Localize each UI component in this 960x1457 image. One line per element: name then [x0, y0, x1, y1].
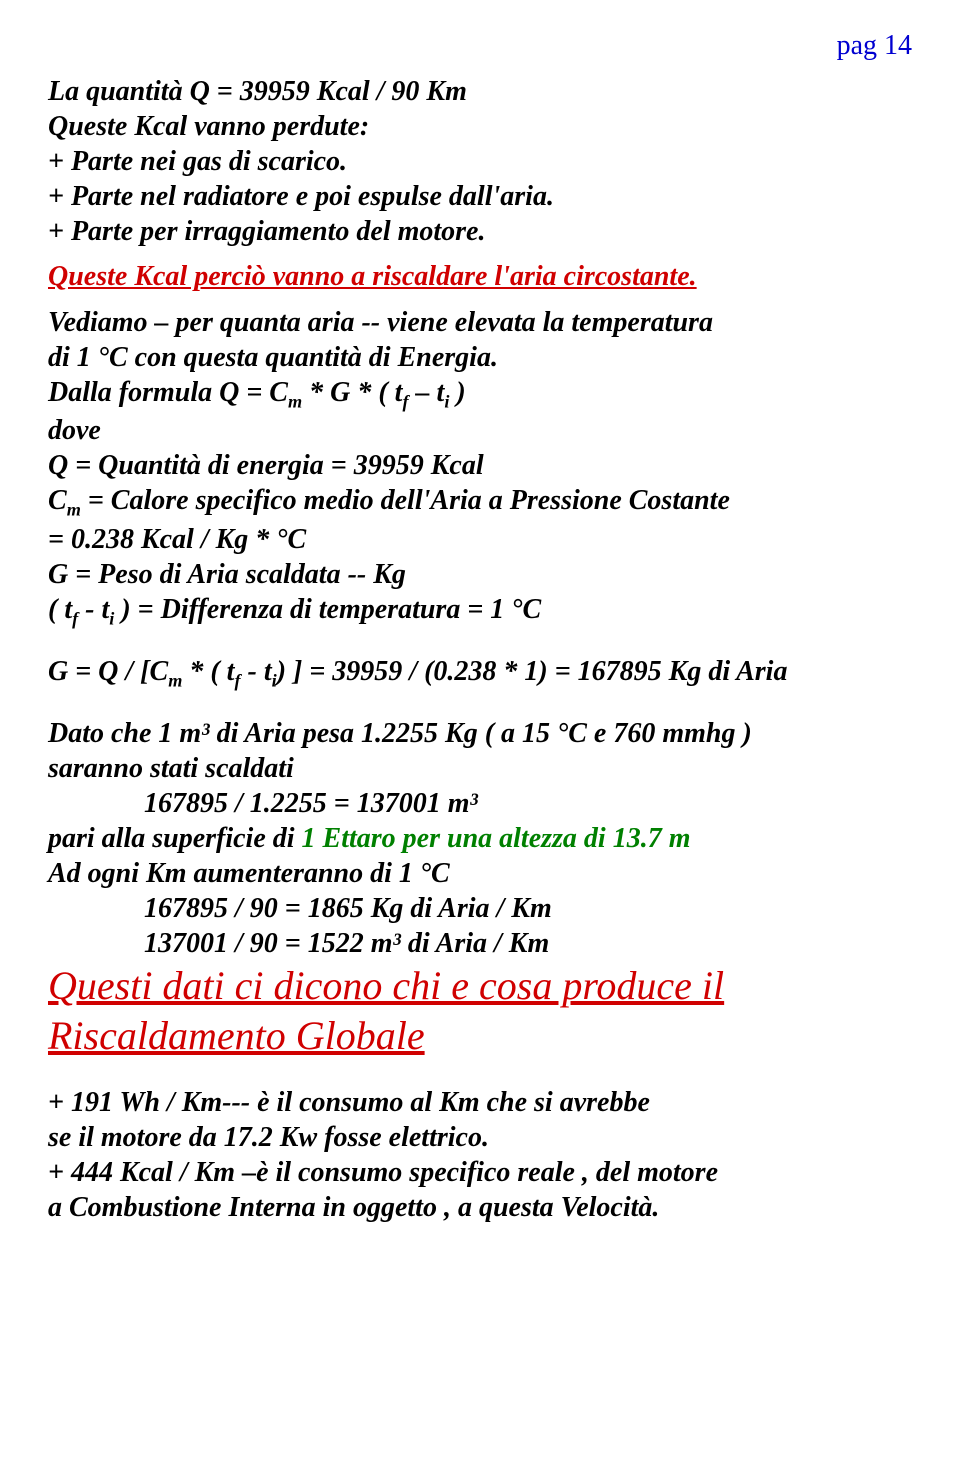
document-page: pag 14 La quantità Q = 39959 Kcal / 90 K… — [0, 0, 960, 1265]
line: dove — [48, 413, 912, 448]
line: 167895 / 90 = 1865 Kg di Aria / Km — [48, 891, 912, 926]
big-red-line: Questi dati ci dicono chi e cosa produce… — [48, 961, 912, 1011]
formula-line: Dalla formula Q = Cm * G * ( tf – ti ) — [48, 375, 912, 413]
line: + Parte nei gas di scarico. — [48, 144, 912, 179]
body-block-1: La quantità Q = 39959 Kcal / 90 Km Quest… — [48, 74, 912, 249]
line: Queste Kcal vanno perdute: — [48, 109, 912, 144]
line: + 191 Wh / Km--- è il consumo al Km che … — [48, 1085, 912, 1120]
formula-result: G = Q / [Cm * ( tf - ti) ] = 39959 / (0.… — [48, 654, 912, 692]
line: saranno stati scaldati — [48, 751, 912, 786]
big-red-line: Riscaldamento Globale — [48, 1011, 912, 1061]
formula-line: Cm = Calore specifico medio dell'Aria a … — [48, 483, 912, 521]
line: + Parte nel radiatore e poi espulse dall… — [48, 179, 912, 214]
line: se il motore da 17.2 Kw fosse elettrico. — [48, 1120, 912, 1155]
big-highlight-block: Questi dati ci dicono chi e cosa produce… — [48, 961, 912, 1061]
line: + Parte per irraggiamento del motore. — [48, 214, 912, 249]
body-block-3: Dato che 1 m³ di Aria pesa 1.2255 Kg ( a… — [48, 716, 912, 961]
highlight-line: Queste Kcal perciò vanno a riscaldare l'… — [48, 261, 912, 293]
body-block-4: + 191 Wh / Km--- è il consumo al Km che … — [48, 1085, 912, 1225]
line: + 444 Kcal / Km –è il consumo specifico … — [48, 1155, 912, 1190]
line: Vediamo – per quanta aria -- viene eleva… — [48, 305, 912, 340]
line: 167895 / 1.2255 = 137001 m³ — [48, 786, 912, 821]
line: La quantità Q = 39959 Kcal / 90 Km — [48, 74, 912, 109]
line: = 0.238 Kcal / Kg * °C — [48, 522, 912, 557]
green-text: 1 Ettaro per una altezza di 13.7 m — [302, 823, 691, 854]
line: G = Peso di Aria scaldata -- Kg — [48, 557, 912, 592]
line: di 1 °C con questa quantità di Energia. — [48, 340, 912, 375]
line-mixed: pari alla superficie di 1 Ettaro per una… — [48, 821, 912, 856]
line: a Combustione Interna in oggetto , a que… — [48, 1190, 912, 1225]
line: Dato che 1 m³ di Aria pesa 1.2255 Kg ( a… — [48, 716, 912, 751]
formula-line: G = Q / [Cm * ( tf - ti) ] = 39959 / (0.… — [48, 654, 912, 692]
page-number: pag 14 — [48, 30, 912, 62]
line: 137001 / 90 = 1522 m³ di Aria / Km — [48, 926, 912, 961]
body-block-2: Vediamo – per quanta aria -- viene eleva… — [48, 305, 912, 630]
line: Ad ogni Km aumenteranno di 1 °C — [48, 856, 912, 891]
line: Q = Quantità di energia = 39959 Kcal — [48, 448, 912, 483]
formula-line: ( tf - ti ) = Differenza di temperatura … — [48, 592, 912, 630]
